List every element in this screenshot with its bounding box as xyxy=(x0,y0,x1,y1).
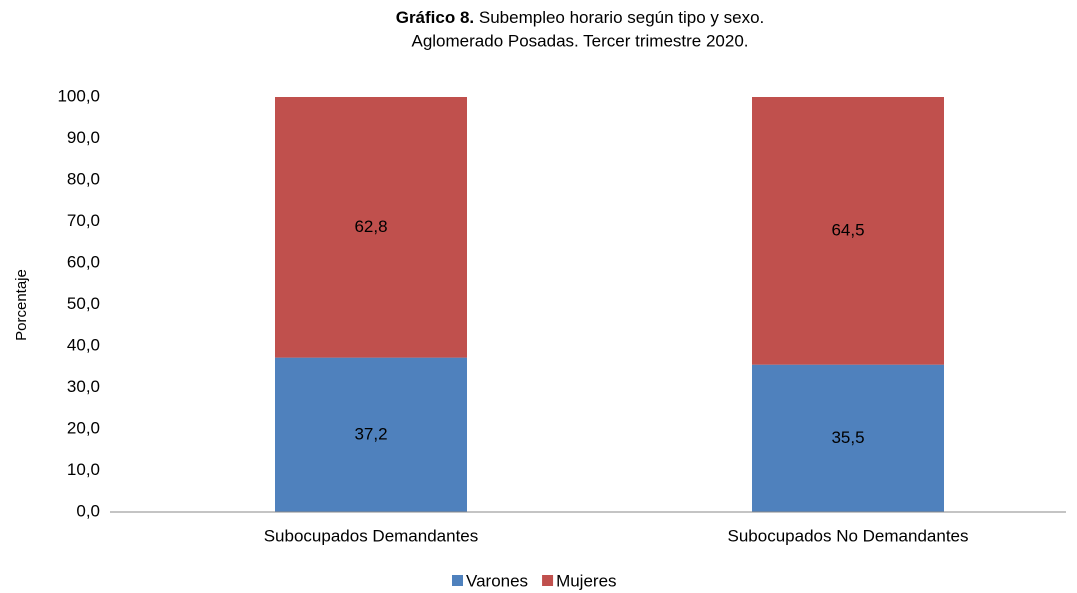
chart-title: Gráfico 8. Subempleo horario según tipo … xyxy=(396,8,765,27)
bar-segment xyxy=(275,357,467,512)
y-tick-label: 40,0 xyxy=(67,335,100,354)
y-tick-label: 10,0 xyxy=(67,460,100,479)
data-label: 64,5 xyxy=(831,220,864,239)
title-label: Gráfico 8. xyxy=(396,8,474,27)
y-tick-label: 100,0 xyxy=(57,86,100,105)
y-tick-label: 60,0 xyxy=(67,252,100,271)
bar-segment xyxy=(275,97,467,358)
y-tick-label: 50,0 xyxy=(67,294,100,313)
legend-swatch xyxy=(452,575,463,586)
bar-segment xyxy=(752,364,944,512)
y-tick-label: 90,0 xyxy=(67,128,100,147)
y-tick-label: 0,0 xyxy=(76,501,100,520)
data-label: 35,5 xyxy=(831,428,864,447)
legend-label: Mujeres xyxy=(556,571,616,590)
bar-segment xyxy=(752,97,944,365)
y-tick-label: 20,0 xyxy=(67,418,100,437)
y-tick-label: 80,0 xyxy=(67,169,100,188)
legend-swatch xyxy=(542,575,554,586)
data-label: 37,2 xyxy=(354,424,387,443)
y-tick-label: 70,0 xyxy=(67,211,100,230)
chart-subtitle: Aglomerado Posadas. Tercer trimestre 202… xyxy=(411,31,748,50)
y-tick-label: 30,0 xyxy=(67,377,100,396)
x-tick-label: Subocupados No Demandantes xyxy=(728,526,969,545)
x-tick-label: Subocupados Demandantes xyxy=(264,526,479,545)
title-text: Subempleo horario según tipo y sexo. xyxy=(479,8,764,27)
legend-label: Varones xyxy=(466,571,528,590)
y-axis-label: Porcentaje xyxy=(13,269,30,341)
data-label: 62,8 xyxy=(354,217,387,236)
